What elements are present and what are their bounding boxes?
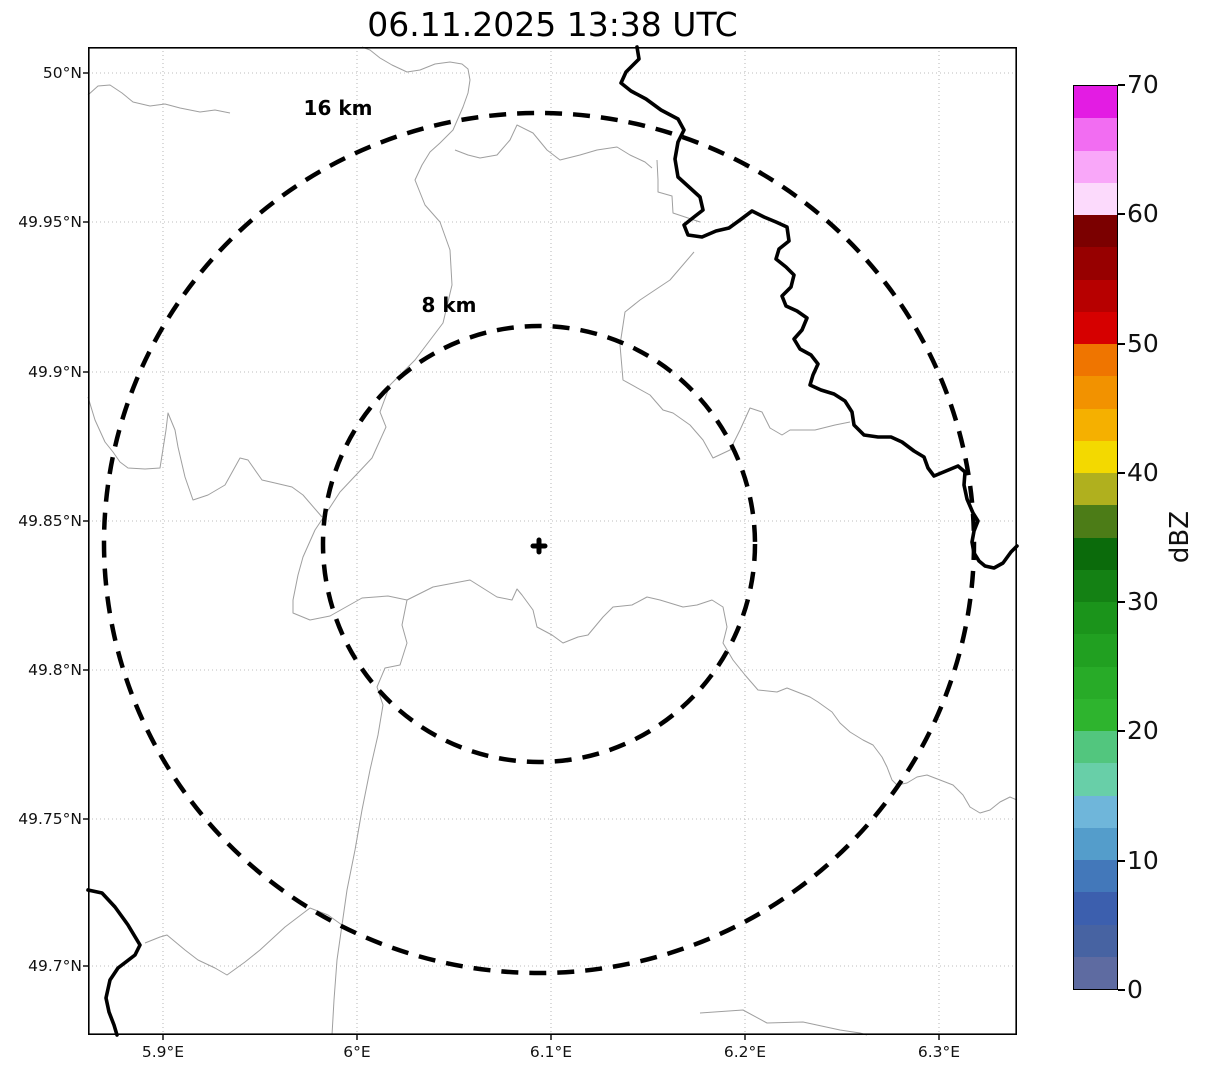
map-panel: 16 km 8 km: [83, 45, 1019, 1040]
colorbar-segment: [1074, 376, 1117, 409]
colorbar-segment: [1074, 440, 1117, 473]
colorbar-segment: [1074, 795, 1117, 828]
colorbar-segment: [1074, 344, 1117, 377]
colorbar-tick-mark: [1118, 342, 1125, 345]
district-border-line: [619, 251, 851, 459]
y-axis-tick-label: 49.8°N: [28, 660, 82, 679]
colorbar-segment: [1074, 86, 1117, 119]
colorbar-segment: [1074, 763, 1117, 796]
map-frame: [88, 47, 1018, 1036]
x-axis-tick-label: 6.3°E: [917, 1043, 961, 1061]
colorbar-tick-label: 70: [1127, 70, 1159, 99]
range-ring: [320, 323, 758, 765]
colorbar-segment: [1074, 569, 1117, 602]
colorbar-segment: [1074, 408, 1117, 441]
colorbar-segment: [1074, 279, 1117, 312]
colorbar-tick-label: 40: [1127, 457, 1159, 487]
colorbar-segment: [1074, 698, 1117, 731]
colorbar-segment: [1074, 860, 1117, 893]
range-ring-label: 8 km: [421, 293, 476, 317]
radar-site-marker: [530, 537, 548, 555]
district-border-line: [87, 84, 231, 114]
colorbar-segment: [1074, 892, 1117, 925]
colorbar-segment: [1074, 473, 1117, 506]
country-border-line: [619, 45, 1019, 570]
colorbar-segment: [1074, 666, 1117, 699]
colorbar-tick-label: 20: [1127, 716, 1159, 746]
colorbar-tick-mark: [1118, 213, 1125, 216]
colorbar-segment: [1074, 827, 1117, 860]
y-axis-tick-label: 50°N: [42, 63, 82, 82]
map-svg: 16 km 8 km: [83, 45, 1019, 1040]
colorbar-segment: [1074, 602, 1117, 635]
colorbar-tick-mark: [1118, 471, 1125, 474]
colorbar-tick-label: 50: [1127, 328, 1159, 358]
colorbar-tick-mark: [1118, 730, 1125, 733]
country-border-line: [86, 888, 142, 1037]
colorbar-segment: [1074, 924, 1117, 957]
colorbar-tick-label: 30: [1127, 587, 1159, 617]
colorbar-tick-label: 0: [1127, 975, 1143, 1004]
colorbar-segment: [1074, 956, 1117, 989]
plot-title: 06.11.2025 13:38 UTC: [367, 5, 738, 44]
x-axis-tick-label: 5.9°E: [141, 1043, 185, 1061]
colorbar-tick-label: 10: [1127, 845, 1159, 875]
colorbar-segment: [1074, 537, 1117, 570]
x-axis-tick-label: 6.2°E: [723, 1043, 767, 1061]
colorbar-segment: [1074, 150, 1117, 183]
y-axis-tick-label: 49.75°N: [18, 809, 82, 828]
district-border-line: [292, 46, 1018, 814]
colorbar-segment: [1074, 731, 1117, 764]
colorbar-segment: [1074, 247, 1117, 280]
colorbar-tick-label: 60: [1127, 199, 1159, 229]
colorbar-unit-label: dBZ: [1165, 510, 1195, 564]
colorbar: [1073, 85, 1118, 990]
range-ring: [101, 110, 977, 976]
y-axis-tick-label: 49.7°N: [28, 956, 82, 975]
district-border-line: [656, 159, 701, 223]
colorbar-segment: [1074, 311, 1117, 344]
district-border-line: [87, 396, 323, 518]
x-axis-tick-label: 6.1°E: [529, 1043, 573, 1061]
x-axis-tick-label: 6°E: [343, 1043, 371, 1061]
colorbar-segment: [1074, 182, 1117, 215]
district-border-line: [454, 124, 653, 169]
colorbar-tick-mark: [1118, 989, 1125, 991]
y-axis-tick-label: 49.9°N: [28, 362, 82, 381]
district-border-line: [699, 1009, 868, 1036]
colorbar-segment: [1074, 505, 1117, 538]
district-border-line: [331, 599, 408, 1036]
y-axis-tick-label: 49.85°N: [18, 511, 82, 530]
district-border-line: [144, 907, 343, 976]
colorbar-segment: [1074, 634, 1117, 667]
colorbar-tick-mark: [1118, 601, 1125, 604]
colorbar-segment: [1074, 215, 1117, 248]
colorbar-tick-mark: [1118, 859, 1125, 862]
range-ring-label: 16 km: [304, 96, 373, 120]
y-axis-tick-label: 49.95°N: [18, 212, 82, 231]
colorbar-segment: [1074, 118, 1117, 151]
colorbar-tick-mark: [1118, 84, 1125, 86]
